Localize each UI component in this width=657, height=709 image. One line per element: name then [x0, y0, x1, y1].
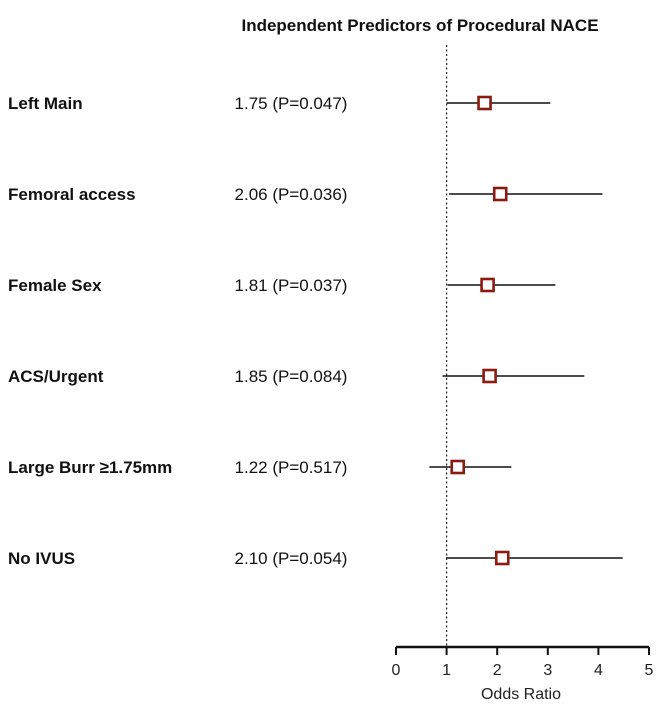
odds-ratio-marker — [450, 459, 466, 475]
odds-ratio-marker — [492, 186, 508, 202]
odds-ratio-marker — [494, 550, 510, 566]
odds-ratio-marker — [480, 277, 495, 293]
row-value-text: 1.85 (P=0.084) — [235, 367, 348, 386]
row-label: Femoral access — [8, 185, 136, 204]
x-tick-label: 4 — [594, 662, 603, 679]
x-tick-label: 3 — [543, 662, 552, 679]
row-label: No IVUS — [8, 549, 75, 568]
row-value-text: 2.10 (P=0.054) — [235, 549, 348, 568]
x-tick-label: 2 — [493, 662, 502, 679]
forest-row: Left Main 1.75 (P=0.047) — [8, 94, 551, 113]
chart-title: Independent Predictors of Procedural NAC… — [241, 16, 598, 35]
forest-row: ACS/Urgent 1.85 (P=0.084) — [8, 367, 585, 386]
row-value-text: 1.22 (P=0.517) — [235, 458, 348, 477]
x-axis: 0 1 2 3 4 5 — [392, 645, 654, 679]
forest-row: Large Burr ≥1.75mm 1.22 (P=0.517) — [8, 458, 512, 477]
row-value-text: 1.75 (P=0.047) — [235, 94, 348, 113]
row-label: Left Main — [8, 94, 83, 113]
x-tick-label: 0 — [392, 662, 401, 679]
x-axis-label: Odds Ratio — [481, 686, 561, 703]
odds-ratio-marker — [477, 95, 492, 111]
row-label: ACS/Urgent — [8, 367, 104, 386]
forest-row: Femoral access 2.06 (P=0.036) — [8, 185, 603, 204]
x-tick-label: 5 — [645, 662, 654, 679]
odds-ratio-marker — [482, 368, 497, 384]
row-label: Female Sex — [8, 276, 102, 295]
forest-rows: Left Main 1.75 (P=0.047) Femoral access 2.0… — [8, 94, 623, 568]
forest-row: Female Sex 1.81 (P=0.037) — [8, 276, 556, 295]
row-label: Large Burr ≥1.75mm — [8, 458, 172, 477]
x-tick-label: 1 — [442, 662, 451, 679]
row-value-text: 2.06 (P=0.036) — [235, 185, 348, 204]
forest-row: No IVUS 2.10 (P=0.054) — [8, 549, 623, 568]
row-value-text: 1.81 (P=0.037) — [235, 276, 348, 295]
